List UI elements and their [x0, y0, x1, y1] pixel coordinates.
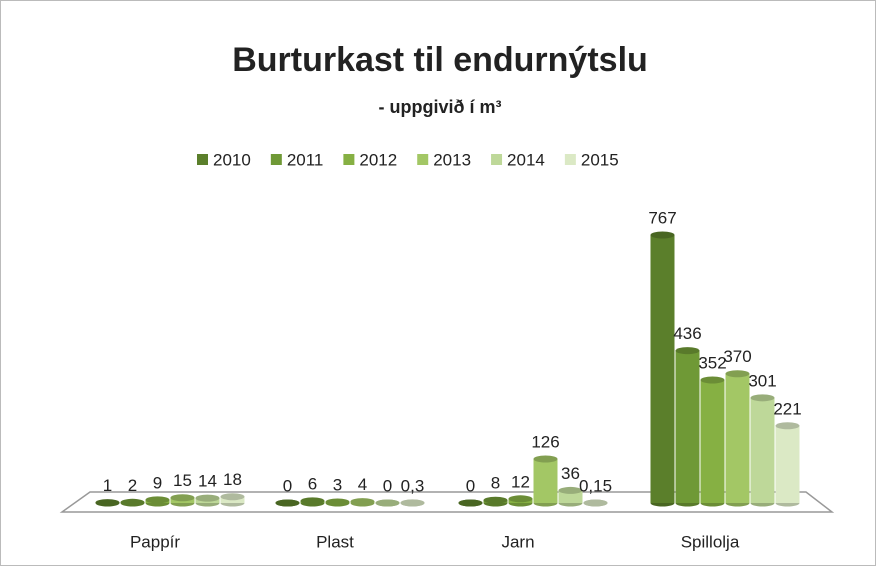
- value-label: 12: [511, 472, 530, 491]
- bar-cap: [458, 499, 483, 507]
- value-label: 3: [333, 475, 342, 494]
- bar: [775, 425, 800, 503]
- value-label: 436: [673, 324, 701, 343]
- legend-label: 2012: [359, 150, 397, 169]
- value-label: 221: [773, 399, 801, 418]
- bar-cap: [120, 498, 145, 506]
- value-label: 0: [283, 476, 292, 495]
- value-label: 36: [561, 464, 580, 483]
- x-tick-label: Plast: [316, 532, 354, 551]
- chart-title: Burturkast til endurnýtslu: [232, 41, 648, 79]
- value-label: 126: [531, 432, 559, 451]
- x-tick-label: Pappír: [130, 532, 180, 551]
- value-label: 0,15: [579, 476, 612, 495]
- bar-cap: [95, 499, 120, 507]
- bar: [558, 490, 583, 503]
- bar-cap: [533, 455, 558, 463]
- x-tick-label: Jarn: [501, 532, 534, 551]
- value-label: 352: [698, 353, 726, 372]
- bar-cap: [300, 497, 325, 505]
- bar-cap: [195, 494, 220, 502]
- bar: [750, 397, 775, 503]
- value-label: 767: [648, 208, 676, 227]
- bar: [725, 373, 750, 503]
- value-label: 370: [723, 347, 751, 366]
- bar-cap: [275, 499, 300, 507]
- value-label: 4: [358, 475, 367, 494]
- value-label: 6: [308, 474, 317, 493]
- bar: [675, 350, 700, 503]
- value-label: 0: [466, 476, 475, 495]
- chart-subtitle: - uppgivið í m³: [379, 97, 502, 117]
- value-label: 9: [153, 473, 162, 492]
- legend-swatch: [343, 154, 355, 165]
- legend-label: 2014: [507, 150, 545, 169]
- bar-cap: [508, 495, 533, 503]
- bar-cap: [375, 499, 400, 507]
- legend-label: 2011: [287, 150, 324, 169]
- bar-cap: [775, 422, 800, 430]
- value-label: 14: [198, 472, 217, 491]
- bar-cap: [145, 496, 170, 504]
- bar: [533, 458, 558, 503]
- bar-cap: [400, 499, 425, 507]
- bar-cap: [325, 498, 350, 506]
- bar: [650, 235, 675, 503]
- value-label: 15: [173, 471, 192, 490]
- value-label: 1: [103, 476, 112, 495]
- value-label: 0: [383, 476, 392, 495]
- value-label: 301: [748, 371, 776, 390]
- value-label: 2: [128, 476, 137, 495]
- bar-cap: [558, 486, 583, 494]
- legend-label: 2010: [213, 150, 251, 169]
- bar: [700, 380, 725, 503]
- legend-swatch: [270, 154, 282, 165]
- bar-cap: [650, 231, 675, 239]
- bar-cap: [483, 496, 508, 504]
- floor: [59, 491, 835, 513]
- bar-cap: [750, 394, 775, 402]
- x-tick-label: Spillolja: [681, 532, 740, 551]
- value-label: 8: [491, 474, 500, 493]
- bar-cap: [220, 493, 245, 501]
- bar-cap: [725, 370, 750, 378]
- bar-cap: [675, 347, 700, 355]
- value-label: 0,3: [401, 476, 425, 495]
- legend-swatch: [197, 154, 208, 165]
- bar-cap: [583, 499, 608, 507]
- bar-cap: [700, 376, 725, 384]
- bar-cap: [350, 498, 375, 506]
- legend-label: 2015: [581, 150, 619, 169]
- legend-label: 2013: [433, 150, 471, 169]
- legend-swatch: [564, 154, 576, 165]
- bar-cap: [170, 494, 195, 502]
- legend-swatch: [417, 154, 429, 165]
- legend-swatch: [491, 154, 503, 165]
- value-label: 18: [223, 470, 242, 489]
